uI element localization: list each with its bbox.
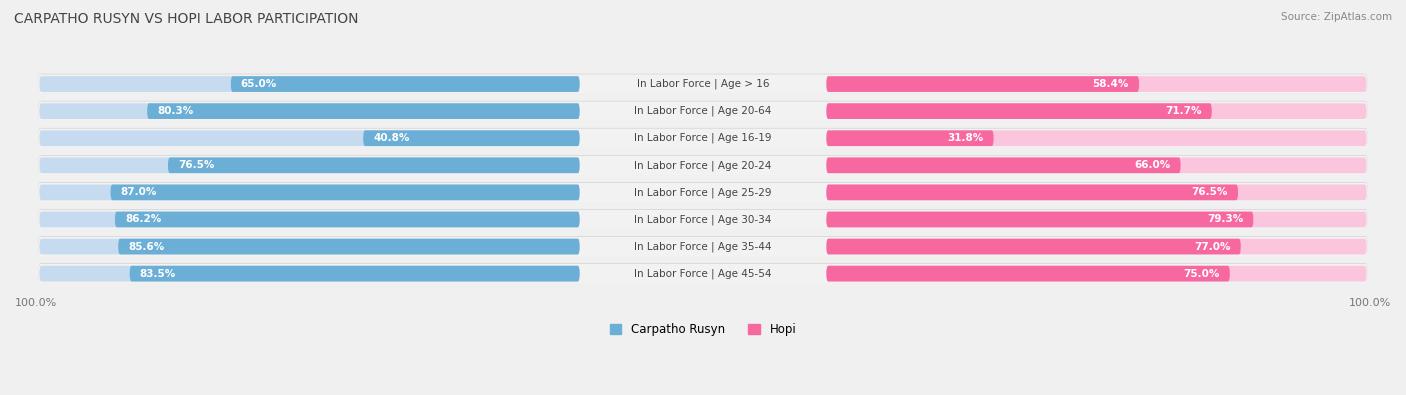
FancyBboxPatch shape bbox=[827, 76, 1367, 92]
FancyBboxPatch shape bbox=[827, 239, 1367, 254]
FancyBboxPatch shape bbox=[827, 103, 1212, 119]
Text: 40.8%: 40.8% bbox=[373, 133, 409, 143]
Legend: Carpatho Rusyn, Hopi: Carpatho Rusyn, Hopi bbox=[605, 318, 801, 340]
FancyBboxPatch shape bbox=[39, 239, 579, 254]
Text: 58.4%: 58.4% bbox=[1092, 79, 1129, 89]
FancyBboxPatch shape bbox=[39, 158, 579, 173]
FancyBboxPatch shape bbox=[38, 237, 1368, 256]
Text: In Labor Force | Age 16-19: In Labor Force | Age 16-19 bbox=[634, 133, 772, 143]
FancyBboxPatch shape bbox=[118, 239, 579, 254]
FancyBboxPatch shape bbox=[827, 158, 1367, 173]
FancyBboxPatch shape bbox=[38, 236, 1368, 256]
FancyBboxPatch shape bbox=[148, 103, 579, 119]
FancyBboxPatch shape bbox=[39, 76, 579, 92]
FancyBboxPatch shape bbox=[827, 184, 1367, 200]
FancyBboxPatch shape bbox=[39, 130, 579, 146]
FancyBboxPatch shape bbox=[38, 264, 1368, 283]
FancyBboxPatch shape bbox=[827, 266, 1367, 282]
FancyBboxPatch shape bbox=[38, 102, 1368, 121]
Text: In Labor Force | Age 20-64: In Labor Force | Age 20-64 bbox=[634, 106, 772, 117]
Text: 76.5%: 76.5% bbox=[1192, 187, 1227, 198]
Text: 75.0%: 75.0% bbox=[1184, 269, 1220, 278]
FancyBboxPatch shape bbox=[38, 74, 1368, 94]
Text: In Labor Force | Age 20-24: In Labor Force | Age 20-24 bbox=[634, 160, 772, 171]
FancyBboxPatch shape bbox=[38, 210, 1368, 229]
Text: 71.7%: 71.7% bbox=[1166, 106, 1202, 116]
FancyBboxPatch shape bbox=[38, 182, 1368, 201]
FancyBboxPatch shape bbox=[827, 266, 1230, 282]
FancyBboxPatch shape bbox=[231, 76, 579, 92]
Text: 65.0%: 65.0% bbox=[240, 79, 277, 89]
FancyBboxPatch shape bbox=[38, 74, 1368, 93]
Text: 86.2%: 86.2% bbox=[125, 214, 162, 224]
FancyBboxPatch shape bbox=[38, 128, 1368, 148]
FancyBboxPatch shape bbox=[827, 212, 1253, 227]
Text: 79.3%: 79.3% bbox=[1208, 214, 1243, 224]
FancyBboxPatch shape bbox=[129, 266, 579, 282]
FancyBboxPatch shape bbox=[827, 212, 1367, 227]
FancyBboxPatch shape bbox=[38, 155, 1368, 175]
Text: In Labor Force | Age 30-34: In Labor Force | Age 30-34 bbox=[634, 214, 772, 225]
FancyBboxPatch shape bbox=[827, 239, 1240, 254]
FancyBboxPatch shape bbox=[167, 158, 579, 173]
Text: 77.0%: 77.0% bbox=[1194, 242, 1230, 252]
FancyBboxPatch shape bbox=[111, 184, 579, 200]
FancyBboxPatch shape bbox=[827, 103, 1367, 119]
FancyBboxPatch shape bbox=[38, 101, 1368, 120]
Text: 85.6%: 85.6% bbox=[128, 242, 165, 252]
FancyBboxPatch shape bbox=[38, 182, 1368, 202]
Text: 66.0%: 66.0% bbox=[1135, 160, 1171, 170]
Text: In Labor Force | Age 35-44: In Labor Force | Age 35-44 bbox=[634, 241, 772, 252]
FancyBboxPatch shape bbox=[38, 263, 1368, 283]
Text: CARPATHO RUSYN VS HOPI LABOR PARTICIPATION: CARPATHO RUSYN VS HOPI LABOR PARTICIPATI… bbox=[14, 12, 359, 26]
FancyBboxPatch shape bbox=[39, 103, 579, 119]
FancyBboxPatch shape bbox=[38, 209, 1368, 229]
Text: In Labor Force | Age 25-29: In Labor Force | Age 25-29 bbox=[634, 187, 772, 198]
FancyBboxPatch shape bbox=[827, 130, 1367, 146]
FancyBboxPatch shape bbox=[827, 76, 1139, 92]
Text: In Labor Force | Age 45-54: In Labor Force | Age 45-54 bbox=[634, 268, 772, 279]
FancyBboxPatch shape bbox=[827, 184, 1239, 200]
Text: In Labor Force | Age > 16: In Labor Force | Age > 16 bbox=[637, 79, 769, 89]
FancyBboxPatch shape bbox=[39, 266, 579, 282]
Text: 80.3%: 80.3% bbox=[157, 106, 194, 116]
FancyBboxPatch shape bbox=[363, 130, 579, 146]
Text: 87.0%: 87.0% bbox=[121, 187, 157, 198]
FancyBboxPatch shape bbox=[39, 212, 579, 227]
Text: 31.8%: 31.8% bbox=[948, 133, 984, 143]
FancyBboxPatch shape bbox=[38, 128, 1368, 147]
Text: 76.5%: 76.5% bbox=[179, 160, 214, 170]
FancyBboxPatch shape bbox=[39, 184, 579, 200]
FancyBboxPatch shape bbox=[827, 158, 1181, 173]
Text: Source: ZipAtlas.com: Source: ZipAtlas.com bbox=[1281, 12, 1392, 22]
FancyBboxPatch shape bbox=[38, 156, 1368, 175]
FancyBboxPatch shape bbox=[827, 130, 994, 146]
Text: 83.5%: 83.5% bbox=[139, 269, 176, 278]
FancyBboxPatch shape bbox=[115, 212, 579, 227]
